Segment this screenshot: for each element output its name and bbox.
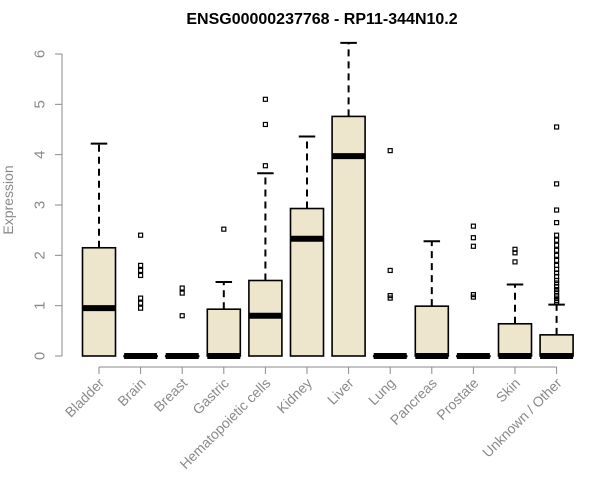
outlier-point xyxy=(553,283,560,290)
outlier-point xyxy=(553,242,560,248)
box-body xyxy=(414,305,450,357)
outlier-point xyxy=(179,285,185,291)
outlier-point xyxy=(553,232,560,238)
y-axis: 0 1 2 3 4 5 6 xyxy=(32,50,63,360)
x-tick-label: Breast xyxy=(150,375,190,415)
box-group xyxy=(206,226,242,359)
outlier-point xyxy=(553,257,560,263)
y-axis-label: Expression xyxy=(0,165,16,234)
outlier-point xyxy=(138,267,144,274)
outlier-point xyxy=(470,243,476,249)
outlier-point xyxy=(553,300,560,306)
plot-area xyxy=(81,41,574,359)
outlier-point xyxy=(138,262,144,268)
outlier-point xyxy=(553,252,560,258)
outlier-point xyxy=(262,96,268,102)
outlier-point xyxy=(553,262,560,268)
x-tick-label: Kidney xyxy=(274,375,316,417)
outlier-point xyxy=(138,300,144,306)
outlier-point xyxy=(387,267,393,274)
box-body xyxy=(289,207,325,357)
outlier-point xyxy=(138,232,144,238)
outlier-point xyxy=(179,290,185,296)
outlier-point xyxy=(553,237,560,243)
outlier-point xyxy=(512,250,518,256)
box-group xyxy=(497,246,533,359)
x-tick-label: Skin xyxy=(493,375,524,406)
outlier-point xyxy=(387,295,393,301)
y-tick-label: 6 xyxy=(32,50,49,58)
x-tick-label: Unknown / Other xyxy=(479,375,565,461)
outlier-point xyxy=(553,220,560,226)
box-body xyxy=(206,308,242,357)
box-group xyxy=(164,285,200,359)
box-group xyxy=(414,240,450,359)
outlier-point xyxy=(221,226,227,232)
outlier-point xyxy=(553,207,560,213)
x-tick-label: Liver xyxy=(324,375,357,408)
box-group xyxy=(456,223,491,359)
box-body xyxy=(539,334,574,357)
y-tick-label: 5 xyxy=(32,100,49,108)
outlier-point xyxy=(553,247,560,253)
outlier-point xyxy=(553,124,560,130)
outlier-point xyxy=(512,259,518,265)
outlier-point xyxy=(553,181,560,187)
box-group xyxy=(81,142,117,357)
box-group xyxy=(289,135,325,357)
box-group xyxy=(331,41,366,357)
y-tick-label: 3 xyxy=(32,201,49,209)
outlier-point xyxy=(470,235,476,241)
outlier-point xyxy=(138,272,144,279)
outlier-point xyxy=(470,294,476,300)
outlier-point xyxy=(470,223,476,229)
box-group xyxy=(123,232,158,359)
chart-title: ENSG00000237768 - RP11-344N10.2 xyxy=(186,11,457,28)
y-tick-label: 4 xyxy=(32,150,49,158)
outlier-point xyxy=(262,163,268,169)
outlier-point xyxy=(138,295,144,301)
box-body xyxy=(331,115,366,357)
y-tick-label: 0 xyxy=(32,352,49,360)
outlier-point xyxy=(387,148,393,154)
y-tick-label: 2 xyxy=(32,251,49,259)
x-tick-label: Lung xyxy=(365,375,398,408)
box-body xyxy=(81,246,117,357)
box-group xyxy=(372,148,408,359)
outlier-point xyxy=(179,313,185,319)
outlier-point xyxy=(138,305,144,311)
outlier-point xyxy=(262,121,268,128)
box-group xyxy=(248,96,283,357)
box-body xyxy=(497,322,533,357)
x-tick-label: Prostate xyxy=(433,375,481,423)
x-tick-label: Bladder xyxy=(62,375,108,421)
box-group xyxy=(539,124,574,359)
x-tick-label: Brain xyxy=(114,375,148,409)
y-tick-label: 1 xyxy=(32,301,49,309)
